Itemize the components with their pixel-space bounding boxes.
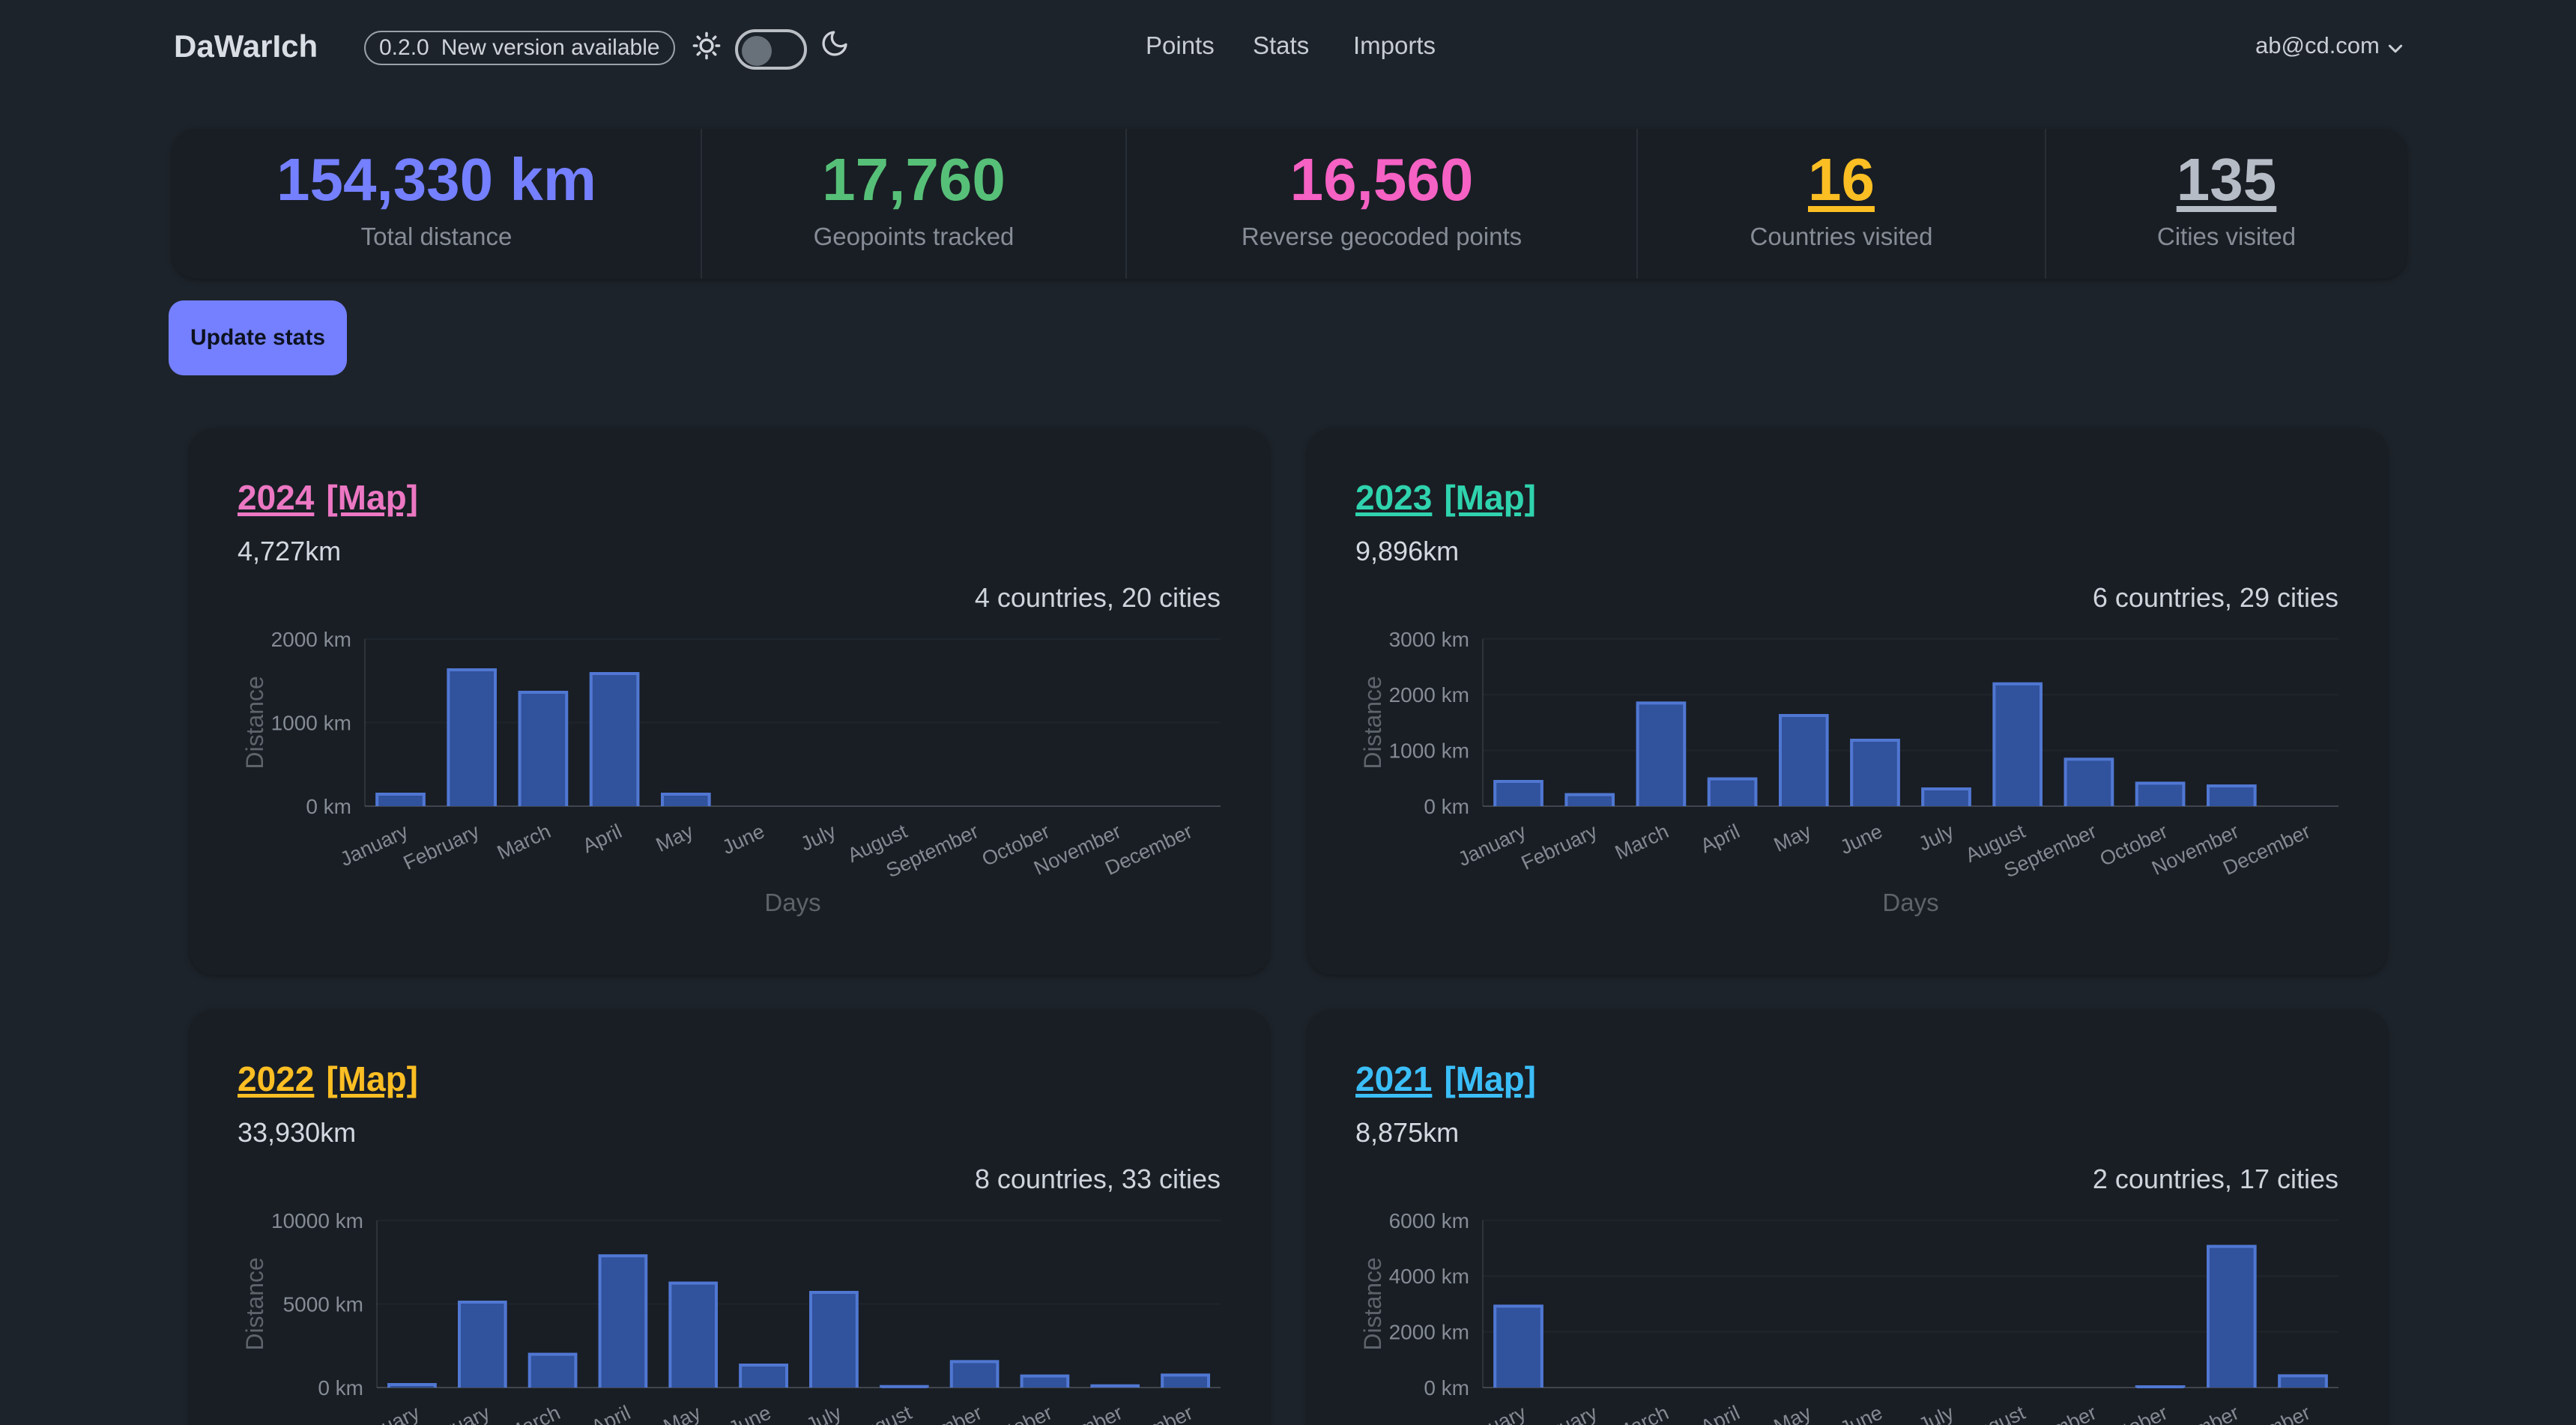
svg-text:May: May bbox=[653, 820, 697, 856]
svg-text:March: March bbox=[503, 1401, 563, 1425]
svg-text:October: October bbox=[2096, 1401, 2171, 1425]
svg-text:March: March bbox=[494, 820, 554, 864]
svg-text:Days: Days bbox=[1882, 889, 1938, 916]
svg-text:2000 km: 2000 km bbox=[1389, 683, 1469, 707]
svg-text:April: April bbox=[587, 1401, 634, 1425]
svg-text:July: July bbox=[1915, 820, 1958, 856]
svg-text:March: March bbox=[1612, 820, 1672, 864]
svg-text:March: March bbox=[1612, 1401, 1672, 1425]
svg-text:Distance: Distance bbox=[241, 1257, 268, 1351]
svg-text:May: May bbox=[660, 1401, 704, 1425]
svg-text:May: May bbox=[1771, 1401, 1815, 1425]
svg-text:Days: Days bbox=[764, 889, 820, 916]
svg-text:April: April bbox=[579, 820, 626, 857]
svg-text:Distance: Distance bbox=[241, 676, 268, 769]
svg-text:4000 km: 4000 km bbox=[1389, 1265, 1469, 1288]
svg-text:January: January bbox=[348, 1401, 423, 1425]
svg-text:5000 km: 5000 km bbox=[283, 1292, 363, 1316]
svg-text:3000 km: 3000 km bbox=[1389, 628, 1469, 651]
svg-text:January: January bbox=[1454, 1401, 1529, 1425]
svg-text:January: January bbox=[336, 820, 411, 871]
svg-text:0 km: 0 km bbox=[1424, 795, 1469, 818]
svg-text:May: May bbox=[1771, 820, 1815, 856]
svg-text:June: June bbox=[1836, 1401, 1886, 1425]
svg-text:April: April bbox=[1697, 820, 1744, 857]
svg-text:2000 km: 2000 km bbox=[271, 628, 351, 651]
svg-text:June: June bbox=[719, 820, 768, 859]
svg-text:6000 km: 6000 km bbox=[1389, 1209, 1469, 1232]
svg-text:April: April bbox=[1697, 1401, 1744, 1425]
svg-text:1000 km: 1000 km bbox=[271, 711, 351, 734]
svg-text:August: August bbox=[1962, 1401, 2028, 1425]
svg-text:July: July bbox=[802, 1401, 845, 1425]
svg-text:2000 km: 2000 km bbox=[1389, 1321, 1469, 1344]
svg-text:June: June bbox=[725, 1401, 775, 1425]
svg-text:July: July bbox=[1915, 1401, 1958, 1425]
svg-text:August: August bbox=[848, 1401, 915, 1425]
svg-text:1000 km: 1000 km bbox=[1389, 739, 1469, 763]
svg-text:January: January bbox=[1454, 820, 1529, 871]
svg-text:0 km: 0 km bbox=[1424, 1376, 1469, 1400]
svg-text:Distance: Distance bbox=[1359, 676, 1386, 769]
svg-text:10000 km: 10000 km bbox=[271, 1209, 363, 1232]
svg-text:July: July bbox=[797, 820, 840, 856]
svg-text:0 km: 0 km bbox=[318, 1376, 363, 1400]
svg-text:February: February bbox=[400, 820, 483, 874]
svg-text:Distance: Distance bbox=[1359, 1257, 1386, 1351]
svg-text:February: February bbox=[1518, 1401, 1601, 1425]
svg-text:0 km: 0 km bbox=[306, 795, 351, 818]
svg-text:October: October bbox=[981, 1401, 1056, 1425]
svg-text:June: June bbox=[1836, 820, 1886, 859]
svg-text:February: February bbox=[1518, 820, 1601, 874]
